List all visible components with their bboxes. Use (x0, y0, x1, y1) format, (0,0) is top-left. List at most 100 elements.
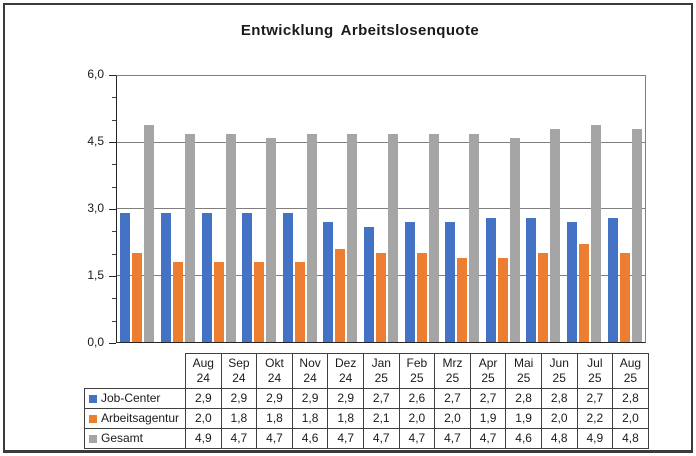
bar-arbeitsagentur-Mai-25 (497, 257, 508, 342)
chart-title: Entwicklung Arbeitslosenquote (240, 22, 480, 39)
bar-job-center-Nov-24 (242, 213, 253, 342)
month-header-cell: Nov 24 (291, 353, 329, 389)
bar-arbeitsagentur-Mrz-25 (416, 253, 427, 342)
value-cell-job-center-Jul-25: 2,7 (576, 388, 614, 409)
bar-job-center-Jun-25 (526, 217, 537, 342)
bar-group-Nov-24 (239, 76, 280, 342)
value-cell-job-center-Nov-24: 2,9 (291, 388, 329, 409)
bar-group-Jan-25 (320, 76, 361, 342)
table-row-arbeitsagentur: Arbeitsagentur 2,0 1,8 1,8 1,8 1,8 2,1 2,0 2,0 1,… (84, 408, 649, 429)
value-cell-job-center-Mrz-25: 2,7 (434, 388, 471, 409)
value-cell-job-center-Jan-25: 2,7 (362, 388, 400, 409)
value-cell-arbeitsagentur-Aug-25: 2,0 (612, 408, 649, 429)
legend-cell: Gesamt (84, 428, 186, 449)
value-cell-gesamt-Feb-25: 4,7 (398, 428, 436, 449)
bar-job-center-Aug-24 (120, 213, 131, 342)
y-tick-label: 1,5 (87, 268, 104, 282)
value-cell-gesamt-Aug-24: 4,9 (185, 428, 222, 449)
value-cell-gesamt-Nov-24: 4,6 (291, 428, 329, 449)
legend-cell: Job-Center (84, 388, 186, 409)
gridline (117, 141, 645, 143)
bar-arbeitsagentur-Sep-24 (172, 262, 183, 342)
bar-arbeitsagentur-Dez-24 (294, 262, 305, 342)
bar-job-center-Okt-24 (201, 213, 212, 342)
bar-gesamt-Dez-24 (306, 133, 317, 342)
bar-gesamt-Mrz-25 (428, 133, 439, 342)
value-cell-gesamt-Okt-24: 4,7 (256, 428, 293, 449)
bar-arbeitsagentur-Aug-25 (619, 253, 630, 342)
bar-group-Feb-25 (361, 76, 402, 342)
y-tick-label: 3,0 (87, 201, 104, 215)
value-cell-job-center-Feb-25: 2,6 (398, 388, 436, 409)
value-cell-gesamt-Jul-25: 4,9 (576, 428, 614, 449)
bar-gesamt-Mai-25 (509, 138, 520, 342)
month-header-cell: Feb 25 (398, 353, 436, 389)
value-cell-gesamt-Apr-25: 4,7 (469, 428, 507, 449)
month-header-cell: Jun 25 (540, 353, 578, 389)
y-major-tick (109, 343, 116, 344)
bar-arbeitsagentur-Jun-25 (538, 253, 549, 342)
month-header-cell: Jan 25 (362, 353, 400, 389)
bar-job-center-Feb-25 (363, 226, 374, 342)
bar-group-Dez-24 (279, 76, 320, 342)
bar-job-center-Mai-25 (485, 217, 496, 342)
bar-arbeitsagentur-Okt-24 (213, 262, 224, 342)
value-cell-arbeitsagentur-Apr-25: 1,9 (469, 408, 507, 429)
y-tick-label: 6,0 (87, 67, 104, 81)
value-cell-job-center-Aug-24: 2,9 (185, 388, 222, 409)
value-cell-arbeitsagentur-Jul-25: 2,2 (576, 408, 614, 429)
bar-arbeitsagentur-Aug-24 (132, 253, 143, 342)
bar-group-Mai-25 (483, 76, 524, 342)
bar-group-Aug-24 (117, 76, 158, 342)
bar-gesamt-Aug-24 (144, 124, 155, 342)
bar-arbeitsagentur-Apr-25 (457, 257, 468, 342)
bar-group-Jul-25 (564, 76, 605, 342)
bar-group-Sep-24 (158, 76, 199, 342)
y-minor-tick (112, 298, 116, 300)
y-tick-label: 4,5 (87, 134, 104, 148)
value-cell-arbeitsagentur-Okt-24: 1,8 (256, 408, 293, 429)
y-major-tick (109, 209, 116, 210)
month-header-cell: Apr 25 (469, 353, 507, 389)
legend-marker-gesamt (89, 435, 97, 443)
y-minor-tick (112, 253, 116, 255)
bar-arbeitsagentur-Jul-25 (579, 244, 590, 342)
value-cell-arbeitsagentur-Mai-25: 1,9 (505, 408, 542, 429)
y-tick-label: 0,0 (87, 335, 104, 349)
gridline (117, 208, 645, 209)
month-header-cell: Jul 25 (576, 353, 614, 389)
value-cell-arbeitsagentur-Aug-24: 2,0 (185, 408, 222, 429)
value-cell-gesamt-Sep-24: 4,7 (220, 428, 258, 449)
value-cell-gesamt-Aug-25: 4,8 (612, 428, 649, 449)
value-cell-job-center-Aug-25: 2,8 (612, 388, 649, 409)
y-major-tick (109, 142, 116, 143)
y-major-tick (109, 75, 116, 76)
bar-group-Aug-25 (604, 76, 645, 342)
bar-job-center-Sep-24 (160, 213, 171, 342)
bar-gesamt-Sep-24 (184, 133, 195, 342)
month-header-cell: Okt 24 (256, 353, 293, 389)
bar-gesamt-Apr-25 (469, 133, 480, 342)
legend-marker-arbeitsagentur (89, 415, 97, 423)
value-cell-job-center-Okt-24: 2,9 (256, 388, 293, 409)
bar-arbeitsagentur-Nov-24 (254, 262, 265, 342)
y-major-tick (109, 276, 116, 277)
value-cell-job-center-Dez-24: 2,9 (327, 388, 364, 409)
value-cell-arbeitsagentur-Sep-24: 1,8 (220, 408, 258, 429)
month-header-cell: Mrz 25 (434, 353, 471, 389)
month-header-cell: Aug 25 (612, 353, 649, 389)
plot-area (116, 75, 646, 343)
month-header-cell: Aug 24 (185, 353, 222, 389)
value-cell-gesamt-Mrz-25: 4,7 (434, 428, 471, 449)
value-cell-gesamt-Jan-25: 4,7 (362, 428, 400, 449)
bar-job-center-Aug-25 (607, 217, 618, 342)
value-cell-arbeitsagentur-Jan-25: 2,1 (362, 408, 400, 429)
value-cell-arbeitsagentur-Nov-24: 1,8 (291, 408, 329, 429)
bar-gesamt-Okt-24 (225, 133, 236, 342)
bar-job-center-Jan-25 (323, 222, 334, 342)
value-cell-job-center-Apr-25: 2,7 (469, 388, 507, 409)
month-header-cell: Mai 25 (505, 353, 542, 389)
y-minor-tick (112, 320, 116, 322)
value-cell-job-center-Jun-25: 2,8 (540, 388, 578, 409)
